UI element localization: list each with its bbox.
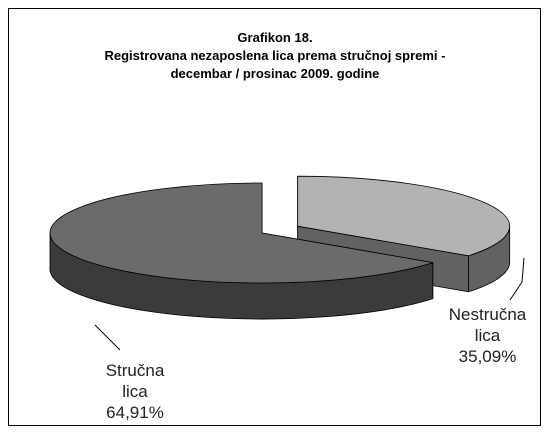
chart-title-line: decembar / prosinac 2009. godine <box>171 66 380 81</box>
chart-title-line: Grafikon 18. <box>237 30 312 45</box>
leader-line <box>509 257 525 301</box>
leader-line <box>94 324 121 351</box>
pie-slice <box>297 175 511 257</box>
data-label: Nestručna lica 35,09% <box>430 304 545 367</box>
value-label: 64,91% <box>106 403 164 422</box>
category-label: Stručna lica <box>105 361 165 401</box>
pie-slice <box>49 182 433 284</box>
data-label: Stručna lica 64,91% <box>85 360 185 423</box>
chart-title-line: Registrovana nezaposlena lica prema stru… <box>104 48 445 63</box>
pie <box>49 175 511 320</box>
category-label: Nestručna lica <box>448 305 527 345</box>
value-label: 35,09% <box>458 347 517 366</box>
